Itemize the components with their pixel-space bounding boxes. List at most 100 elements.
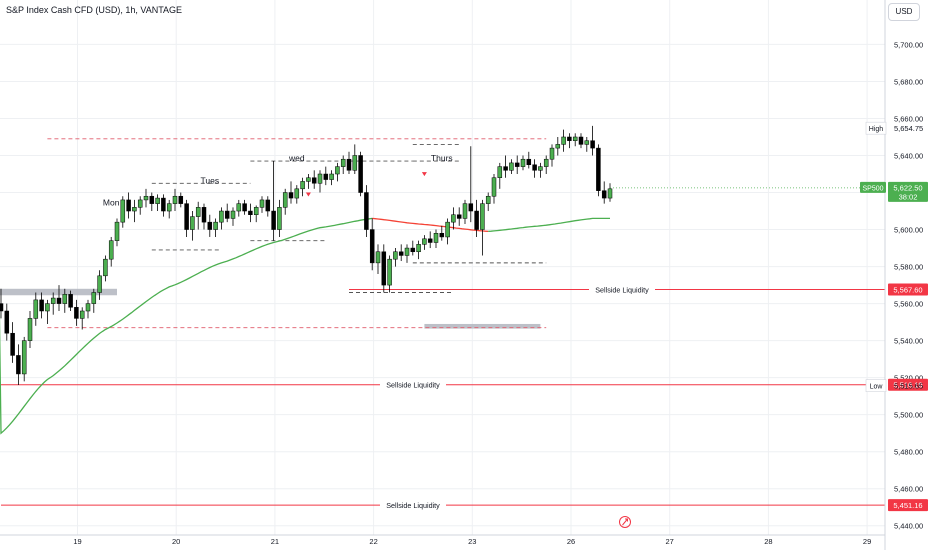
candle (369, 218, 375, 271)
candle-body-up (219, 210, 224, 223)
candle (555, 136, 561, 156)
candle (62, 288, 68, 313)
level-price-tag (888, 378, 928, 391)
candle (4, 303, 10, 341)
candle-body-up (520, 158, 526, 167)
level-price-tag (888, 499, 928, 512)
low-tag-bg (865, 379, 887, 392)
day-label: Tues (201, 175, 220, 185)
price-tick-label: 5,680.00 (894, 77, 923, 86)
day-label: Mon (103, 197, 120, 207)
candle (468, 146, 474, 223)
candle-body-up (155, 197, 160, 204)
candle (33, 292, 39, 326)
candle-body-down (514, 162, 520, 167)
candle (422, 235, 427, 250)
candle-body-up (97, 275, 102, 293)
candle (480, 199, 485, 256)
candle (172, 188, 178, 212)
candle (474, 199, 479, 237)
candle-body-down (178, 195, 184, 204)
candle (520, 155, 526, 171)
candle-body-up (91, 292, 97, 304)
candle-body-up (137, 199, 143, 208)
candle (161, 194, 166, 217)
candle-body-down (16, 355, 21, 375)
high-value: 5,654.75 (894, 124, 923, 133)
currency-selector[interactable]: USD (888, 3, 920, 21)
sellside-liquidity-label: Sellside Liquidity (595, 286, 649, 295)
candle-body-down (323, 173, 329, 180)
candle (91, 288, 97, 313)
candle-body-up (306, 177, 311, 182)
candle-body-up (572, 136, 578, 141)
candle (393, 248, 398, 267)
candle (103, 255, 108, 282)
candle (166, 199, 172, 219)
candle-body-up (172, 195, 178, 204)
candle (503, 155, 508, 178)
candle (56, 285, 62, 312)
candle (532, 159, 537, 178)
candle (456, 207, 462, 226)
price-tick-label: 5,480.00 (894, 448, 923, 457)
candle (207, 214, 213, 237)
time-tick-label: 28 (764, 537, 772, 546)
candle-body-down (358, 155, 363, 193)
candle (462, 199, 468, 224)
candle (253, 205, 259, 223)
candle (114, 218, 120, 247)
candle-body-down (10, 332, 15, 356)
candle-body-up (497, 166, 503, 178)
low-value: 5,515.65 (894, 382, 923, 391)
candle-body-up (300, 181, 305, 190)
candle (561, 129, 566, 152)
candle-body-up (294, 188, 300, 199)
level-label-bg (589, 284, 655, 295)
candle-body-up (433, 233, 439, 243)
candle (132, 199, 137, 223)
candle (526, 151, 532, 169)
chart-title: S&P Index Cash CFD (USD), 1h, VANTAGE (6, 5, 183, 15)
price-tick-label: 5,500.00 (894, 411, 923, 420)
candle (445, 218, 450, 245)
time-tick-label: 29 (863, 537, 871, 546)
ema-line-up (0, 217, 373, 435)
level-price-label: 5,516.19 (893, 381, 922, 390)
candle (39, 292, 44, 319)
candle-body-up (352, 155, 358, 171)
candle (451, 207, 456, 230)
candle (375, 244, 381, 274)
time-tick-label: 27 (666, 537, 674, 546)
candle-body-up (393, 251, 398, 260)
candle (271, 161, 276, 241)
candle-body-up (451, 214, 456, 223)
candle-body-down (248, 210, 253, 215)
candle-body-up (230, 210, 236, 219)
candle-body-down (532, 164, 537, 171)
candle (68, 290, 73, 312)
candle (340, 155, 346, 175)
price-tick-label: 5,700.00 (894, 40, 923, 49)
candle (219, 207, 224, 230)
time-tick-label: 20 (172, 537, 180, 546)
candle (277, 199, 282, 237)
candle (433, 229, 439, 249)
candle (108, 236, 114, 267)
candle-body-up (27, 318, 33, 341)
candle-body-up (509, 162, 514, 171)
candle (259, 196, 265, 213)
candle (21, 336, 27, 382)
candle (317, 170, 323, 193)
candle-body-down (410, 247, 416, 253)
price-tick-label: 5,580.00 (894, 263, 923, 272)
candle (567, 133, 572, 149)
candle (50, 292, 56, 315)
candle (485, 192, 491, 212)
goto-realtime-icon[interactable] (619, 516, 631, 528)
candle-body-up (549, 147, 555, 160)
candle-body-up (195, 207, 201, 217)
candle (514, 155, 520, 175)
candle (335, 162, 340, 182)
